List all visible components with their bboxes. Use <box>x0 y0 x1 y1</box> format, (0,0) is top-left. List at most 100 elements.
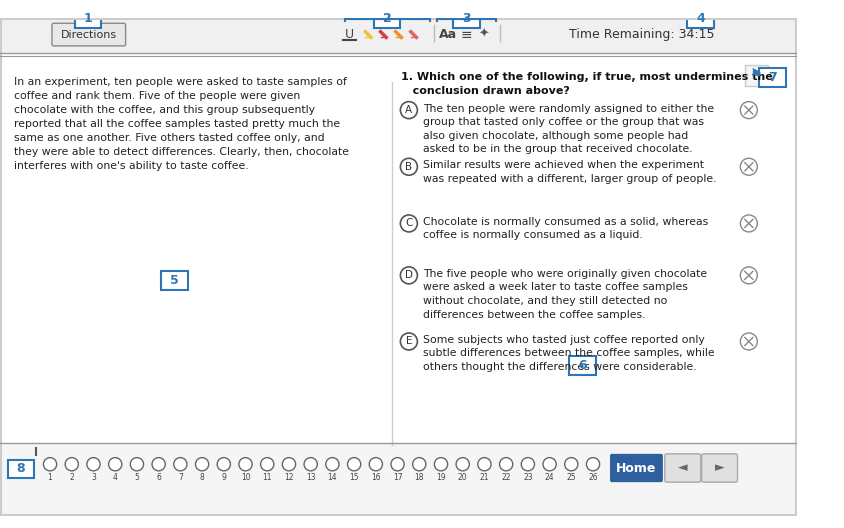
Text: 1. Which one of the following, if true, most undermines the
   conclusion drawn : 1. Which one of the following, if true, … <box>402 72 773 96</box>
Circle shape <box>196 458 208 471</box>
Text: 6: 6 <box>578 359 587 372</box>
Circle shape <box>435 458 447 471</box>
Circle shape <box>217 458 230 471</box>
Text: 23: 23 <box>523 473 533 482</box>
Circle shape <box>326 458 339 471</box>
Text: 13: 13 <box>306 473 316 482</box>
Circle shape <box>304 458 317 471</box>
Circle shape <box>565 458 578 471</box>
Circle shape <box>391 458 404 471</box>
Circle shape <box>239 458 252 471</box>
Text: Directions: Directions <box>61 30 116 40</box>
Circle shape <box>283 458 295 471</box>
Text: 19: 19 <box>436 473 446 482</box>
Text: 4: 4 <box>113 473 117 482</box>
Text: 16: 16 <box>371 473 381 482</box>
Text: ◄: ◄ <box>678 461 688 475</box>
Text: 1: 1 <box>47 473 52 482</box>
Circle shape <box>43 458 57 471</box>
FancyBboxPatch shape <box>701 454 738 482</box>
Text: 7: 7 <box>178 473 183 482</box>
Text: 24: 24 <box>544 473 555 482</box>
Text: 12: 12 <box>284 473 294 482</box>
FancyBboxPatch shape <box>453 9 479 28</box>
Circle shape <box>522 458 534 471</box>
Circle shape <box>261 458 273 471</box>
Circle shape <box>478 458 491 471</box>
Circle shape <box>456 458 469 471</box>
FancyBboxPatch shape <box>610 454 663 482</box>
Text: 10: 10 <box>241 473 251 482</box>
Text: 18: 18 <box>414 473 424 482</box>
Text: Home: Home <box>616 461 657 475</box>
Circle shape <box>740 267 757 284</box>
Text: 3: 3 <box>91 473 96 482</box>
Text: 8: 8 <box>17 463 25 475</box>
FancyBboxPatch shape <box>760 68 786 87</box>
Circle shape <box>400 333 418 350</box>
Text: The ten people were randomly assigned to either the
group that tasted only coffe: The ten people were randomly assigned to… <box>423 103 714 154</box>
FancyBboxPatch shape <box>52 23 126 46</box>
FancyBboxPatch shape <box>161 271 188 289</box>
Text: U: U <box>345 28 354 41</box>
Text: 4: 4 <box>696 12 705 25</box>
Text: 1: 1 <box>84 12 92 25</box>
Text: ►: ► <box>715 461 724 475</box>
Text: ✦: ✦ <box>479 28 489 41</box>
Text: Similar results were achieved when the experiment
was repeated with a different,: Similar results were achieved when the e… <box>423 160 717 184</box>
FancyBboxPatch shape <box>0 442 797 516</box>
Circle shape <box>109 458 122 471</box>
Text: 5: 5 <box>170 274 179 287</box>
Circle shape <box>130 458 143 471</box>
Text: In an experiment, ten people were asked to taste samples of
coffee and rank them: In an experiment, ten people were asked … <box>14 77 349 171</box>
Text: 2: 2 <box>383 12 392 25</box>
FancyBboxPatch shape <box>688 9 714 28</box>
FancyBboxPatch shape <box>570 356 596 374</box>
Circle shape <box>400 101 418 119</box>
Text: 3: 3 <box>463 12 471 25</box>
Text: 21: 21 <box>479 473 490 482</box>
Text: 15: 15 <box>349 473 359 482</box>
FancyBboxPatch shape <box>374 9 400 28</box>
Text: A: A <box>405 105 413 115</box>
Circle shape <box>740 158 757 175</box>
Text: 8: 8 <box>200 473 204 482</box>
Circle shape <box>400 267 418 284</box>
FancyBboxPatch shape <box>665 454 701 482</box>
Text: C: C <box>405 219 413 229</box>
Text: ⚑: ⚑ <box>750 68 763 82</box>
Circle shape <box>348 458 360 471</box>
Text: 22: 22 <box>501 473 511 482</box>
Text: E: E <box>406 336 412 346</box>
FancyBboxPatch shape <box>74 9 101 28</box>
Text: 2: 2 <box>69 473 74 482</box>
Text: Chocolate is normally consumed as a solid, whereas
coffee is normally consumed a: Chocolate is normally consumed as a soli… <box>423 217 708 240</box>
Circle shape <box>152 458 165 471</box>
Text: 25: 25 <box>566 473 576 482</box>
Text: D: D <box>405 270 413 280</box>
Text: 5: 5 <box>134 473 139 482</box>
Circle shape <box>369 458 382 471</box>
Text: ≡: ≡ <box>461 27 473 42</box>
Text: 11: 11 <box>262 473 272 482</box>
Circle shape <box>87 458 100 471</box>
Text: 20: 20 <box>458 473 468 482</box>
Circle shape <box>174 458 187 471</box>
Circle shape <box>400 158 418 175</box>
Circle shape <box>740 215 757 232</box>
Circle shape <box>740 333 757 350</box>
Text: 7: 7 <box>768 71 776 83</box>
Text: 17: 17 <box>392 473 403 482</box>
Circle shape <box>740 101 757 119</box>
Text: Some subjects who tasted just coffee reported only
subtle differences between th: Some subjects who tasted just coffee rep… <box>423 335 715 372</box>
Circle shape <box>543 458 556 471</box>
Circle shape <box>400 215 418 232</box>
FancyBboxPatch shape <box>745 65 768 86</box>
Circle shape <box>65 458 78 471</box>
Text: 26: 26 <box>588 473 598 482</box>
FancyBboxPatch shape <box>0 17 797 53</box>
Text: 14: 14 <box>327 473 338 482</box>
FancyBboxPatch shape <box>8 459 34 478</box>
Text: Aa: Aa <box>439 28 457 41</box>
Text: The five people who were originally given chocolate
were asked a week later to t: The five people who were originally give… <box>423 269 707 319</box>
